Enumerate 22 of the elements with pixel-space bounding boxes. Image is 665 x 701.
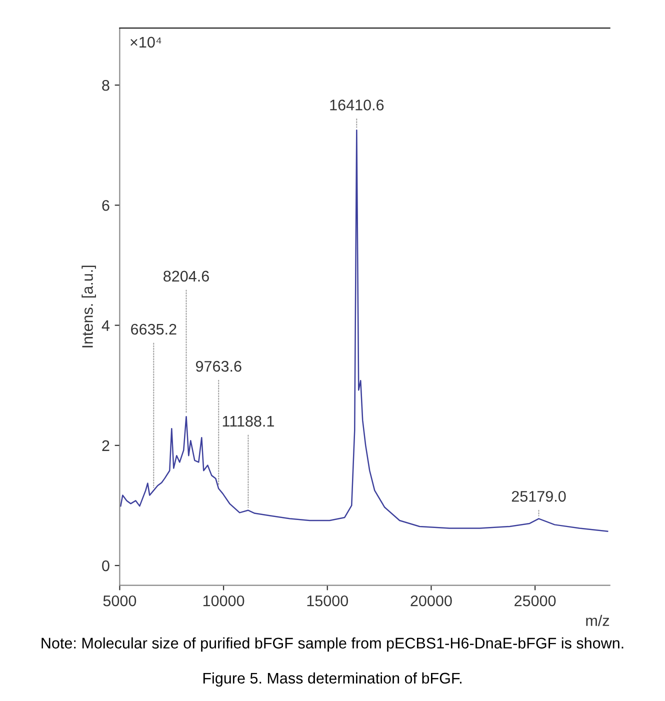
x-tick-label: 25000 (514, 595, 556, 606)
y-tick-label: 8 (102, 80, 110, 91)
annotation: 8204.6 (164, 270, 209, 282)
text: Note: Molecular size of purified bFGF sample from pECBS1-H6-DnaE-bFGF is shown. (42, 637, 624, 652)
x-tick-label: 5000 (103, 595, 136, 606)
x-tick-label: 10000 (203, 595, 244, 606)
x-tick-label: 20000 (410, 595, 452, 606)
y-tick-label: 4 (102, 320, 110, 331)
y-axis-title: Intens. [a.u.] (82, 266, 96, 348)
annotation: ×10⁴ (130, 36, 162, 48)
annotation: 16410.6 (330, 100, 384, 110)
annotation: 9763.6 (196, 360, 242, 372)
y-tick-label: 2 (102, 440, 110, 451)
x-axis-title: m/z (586, 614, 610, 626)
annotation: 25179.0 (512, 490, 566, 502)
y-tick-label: 0 (102, 560, 110, 572)
y-tick-label: 6 (102, 200, 110, 211)
line-series (120, 130, 608, 532)
annotation: 6635.2 (131, 324, 176, 335)
annotation: 11188.1 (222, 416, 274, 427)
caption: Figure 5. Mass determination of bFGF. (203, 672, 462, 687)
x-tick-label: 15000 (307, 595, 348, 606)
